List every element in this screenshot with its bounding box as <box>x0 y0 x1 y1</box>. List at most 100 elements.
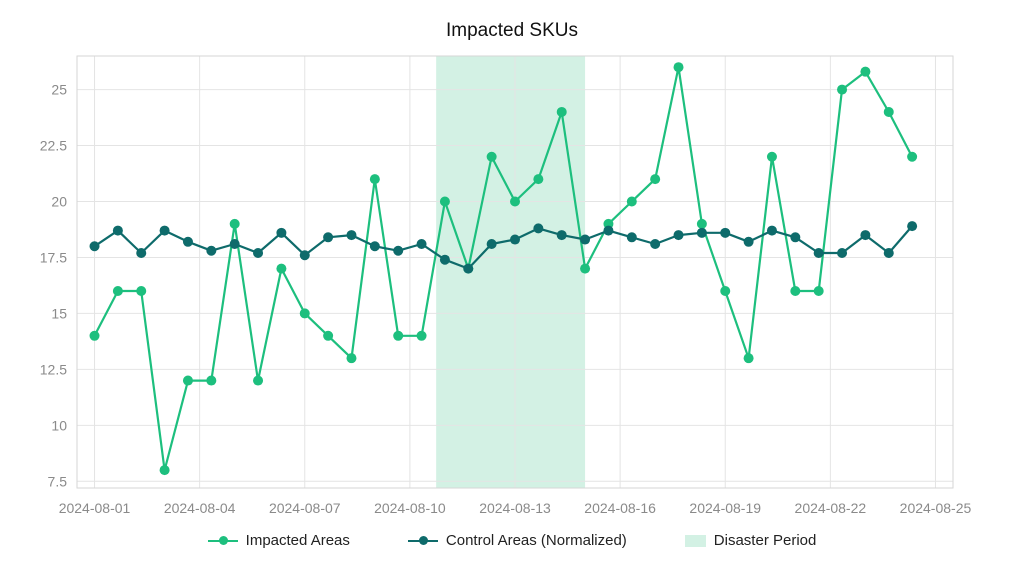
data-point-1 <box>626 232 637 243</box>
data-point-0 <box>837 84 848 95</box>
data-point-0 <box>580 263 591 274</box>
data-point-0 <box>299 308 310 319</box>
x-tick-label: 2024-08-01 <box>59 500 131 516</box>
data-point-0 <box>369 174 380 185</box>
data-point-1 <box>253 247 264 258</box>
data-point-1 <box>229 239 240 250</box>
legend-label-impacted: Impacted Areas <box>245 532 350 549</box>
data-point-0 <box>206 375 217 386</box>
plot-border <box>76 55 954 489</box>
data-point-1 <box>159 225 170 236</box>
tick-label-layer: 7.5 10 12.5 15 17.5 20 22.5 25 2024-08-01 2024-08… <box>40 82 972 516</box>
legend-swatch-disaster-period-icon <box>684 534 706 547</box>
data-point-1 <box>883 247 894 258</box>
data-point-0 <box>486 151 497 162</box>
data-point-0 <box>89 330 100 341</box>
chart-title: Impacted SKUs <box>446 20 578 41</box>
data-point-1 <box>89 241 100 252</box>
data-point-0 <box>393 330 404 341</box>
data-point-0 <box>159 465 170 476</box>
legend-item-disaster-period[interactable]: Disaster Period <box>684 532 817 549</box>
legend-line-impacted-icon <box>207 535 238 545</box>
legend: Impacted Areas Control Areas (Normalized… <box>0 532 1024 549</box>
data-point-0 <box>673 62 684 73</box>
data-point-1 <box>650 239 661 250</box>
data-point-1 <box>673 230 684 241</box>
data-point-1 <box>766 225 777 236</box>
data-point-1 <box>206 245 217 256</box>
data-point-1 <box>743 236 754 247</box>
data-point-1 <box>112 225 123 236</box>
x-tick-label: 2024-08-04 <box>164 500 236 516</box>
data-point-0 <box>416 330 427 341</box>
x-tick-label: 2024-08-16 <box>584 500 656 516</box>
data-point-1 <box>136 247 147 258</box>
plot-frame <box>76 55 954 489</box>
y-tick-label: 12.5 <box>40 361 67 377</box>
legend-label-control: Control Areas (Normalized) <box>445 532 627 549</box>
data-point-0 <box>533 174 544 185</box>
data-point-1 <box>276 227 287 238</box>
y-tick-label: 20 <box>51 193 67 209</box>
series-layer <box>89 62 918 476</box>
data-point-0 <box>112 286 123 297</box>
data-point-0 <box>860 66 871 77</box>
data-point-1 <box>182 236 193 247</box>
data-point-1 <box>790 232 801 243</box>
data-point-0 <box>182 375 193 386</box>
y-tick-label: 10 <box>51 417 67 433</box>
x-tick-label: 2024-08-25 <box>900 500 972 516</box>
data-point-1 <box>369 241 380 252</box>
data-point-0 <box>790 286 801 297</box>
data-point-0 <box>276 263 287 274</box>
legend-label-disaster-period: Disaster Period <box>713 532 817 549</box>
data-point-1 <box>393 245 404 256</box>
data-point-0 <box>510 196 520 207</box>
data-point-1 <box>907 221 918 232</box>
data-point-1 <box>556 230 567 241</box>
data-point-0 <box>229 218 240 229</box>
data-point-1 <box>813 247 824 258</box>
data-point-0 <box>813 286 824 297</box>
data-point-1 <box>580 234 591 245</box>
data-point-1 <box>463 263 474 274</box>
data-point-0 <box>743 353 754 364</box>
data-point-1 <box>299 250 310 261</box>
x-tick-label: 2024-08-13 <box>479 500 551 516</box>
data-point-0 <box>883 106 894 117</box>
data-point-0 <box>650 174 661 185</box>
data-point-0 <box>253 375 264 386</box>
data-point-0 <box>626 196 637 207</box>
data-point-1 <box>860 230 871 241</box>
data-point-1 <box>533 223 544 234</box>
data-point-0 <box>136 286 147 297</box>
y-tick-label: 15 <box>51 305 67 321</box>
legend-line-control-icon <box>407 535 438 545</box>
data-point-1 <box>720 227 731 238</box>
y-tick-label: 7.5 <box>48 473 68 489</box>
data-point-0 <box>556 106 567 117</box>
data-point-0 <box>323 330 334 341</box>
y-tick-label: 22.5 <box>40 138 67 154</box>
data-point-0 <box>696 218 707 229</box>
data-point-1 <box>486 239 497 250</box>
data-point-1 <box>696 227 707 238</box>
x-tick-label: 2024-08-22 <box>795 500 867 516</box>
x-tick-label: 2024-08-07 <box>269 500 341 516</box>
y-tick-label: 17.5 <box>40 249 67 265</box>
highlight-layer <box>436 56 586 488</box>
data-point-1 <box>323 232 334 243</box>
data-point-1 <box>439 254 450 265</box>
data-point-1 <box>346 230 357 241</box>
legend-item-control[interactable]: Control Areas (Normalized) <box>407 532 627 549</box>
data-point-0 <box>907 151 918 162</box>
data-point-1 <box>416 239 427 250</box>
data-point-1 <box>837 247 848 258</box>
y-tick-label: 25 <box>51 82 67 98</box>
series-line-0 <box>93 66 914 472</box>
data-point-0 <box>346 353 357 364</box>
legend-item-impacted[interactable]: Impacted Areas <box>207 532 350 549</box>
data-point-1 <box>510 234 520 245</box>
